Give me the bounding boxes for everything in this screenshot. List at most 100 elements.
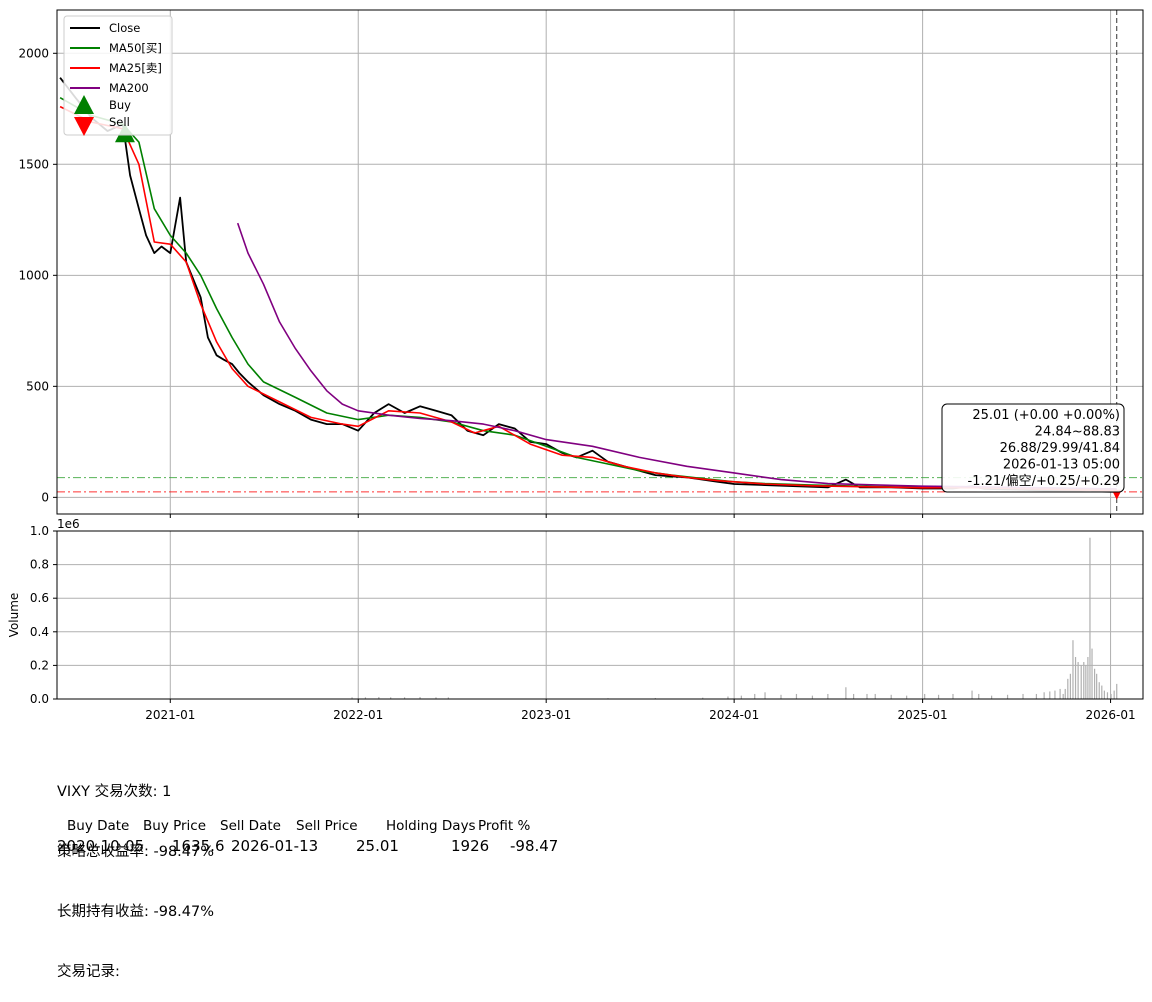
header-profit: Profit % bbox=[478, 818, 531, 834]
volume-bar bbox=[1106, 692, 1109, 699]
volume-axis-label: Volume bbox=[7, 593, 21, 638]
volume-bar bbox=[971, 690, 973, 699]
legend-label: MA50[买] bbox=[109, 41, 162, 55]
price-axes-frame bbox=[56, 9, 1144, 515]
trade-records-title: 交易记录: bbox=[57, 964, 120, 980]
ma200-line bbox=[236, 222, 1117, 490]
annotation-line: 26.88/29.99/41.84 bbox=[1000, 441, 1120, 456]
volume-bar bbox=[754, 693, 756, 699]
volume-bar bbox=[937, 694, 940, 699]
volume-bar bbox=[654, 697, 656, 699]
volume-bar bbox=[1067, 678, 1069, 699]
header-sell-date: Sell Date bbox=[220, 818, 281, 834]
price-annotation-box bbox=[941, 403, 1125, 493]
volume-bar bbox=[827, 693, 829, 699]
volume-bar bbox=[906, 695, 908, 699]
volume-bar bbox=[780, 694, 782, 699]
volume-tick-label: 0.2 bbox=[30, 658, 49, 672]
cell-profit: -98.47 bbox=[510, 837, 559, 855]
volume-bar bbox=[1096, 673, 1098, 699]
chart-figure: 0 500 1000 1500 2000 25.01 (+0.00 +0.00%) 24.8… bbox=[7, 9, 1144, 722]
annotation-line: 2026-01-13 05:00 bbox=[1003, 458, 1120, 473]
volume-bar bbox=[978, 693, 980, 699]
date-tick-label: 2023-01 bbox=[521, 708, 571, 722]
volume-bar bbox=[1064, 688, 1066, 699]
buy-hold-return-text: 长期持有收益: -98.47% bbox=[57, 904, 215, 920]
price-tick-label: 0 bbox=[41, 490, 49, 504]
volume-bar bbox=[447, 697, 449, 699]
volume-panel: 0.0 0.2 0.4 0.6 0.8 1.0 2021-01 2022-01 2023-01 2… bbox=[7, 517, 1144, 722]
volume-tick-label: 0.0 bbox=[30, 692, 49, 706]
volume-bar bbox=[1059, 688, 1061, 699]
volume-bar bbox=[419, 696, 421, 699]
volume-bar bbox=[866, 693, 868, 699]
header-sell-price: Sell Price bbox=[296, 818, 358, 834]
date-tick-label: 2026-01 bbox=[1085, 708, 1135, 722]
annotation-line: 25.01 (+0.00 +0.00%) bbox=[972, 408, 1120, 423]
trade-count-text: VIXY 交易次数: 1 bbox=[57, 784, 172, 800]
volume-bar bbox=[1043, 692, 1045, 699]
volume-bar bbox=[390, 697, 392, 699]
legend-label: Sell bbox=[109, 115, 130, 129]
date-tick-label: 2021-01 bbox=[145, 708, 195, 722]
volume-bar bbox=[874, 693, 876, 699]
volume-bar bbox=[924, 693, 926, 699]
legend-buy-marker bbox=[74, 95, 94, 114]
volume-bar bbox=[1083, 662, 1085, 699]
volume-tick-label: 0.8 bbox=[30, 558, 49, 572]
legend-sell-marker bbox=[74, 117, 94, 136]
volume-bar bbox=[1077, 662, 1079, 699]
cell-holding-days: 1926 bbox=[451, 837, 490, 855]
volume-bar bbox=[890, 694, 892, 699]
volume-bar bbox=[764, 692, 766, 699]
strategy-return-text: 策略总收益率: -98.47% bbox=[57, 844, 215, 860]
annotation-line: 24.84~88.83 bbox=[1035, 425, 1120, 440]
volume-bar bbox=[1091, 648, 1093, 699]
price-tick-label: 500 bbox=[26, 379, 49, 393]
volume-bar bbox=[1069, 673, 1071, 699]
volume-bar bbox=[1062, 693, 1064, 699]
price-tick-label: 2000 bbox=[18, 46, 49, 60]
volume-bar bbox=[1087, 657, 1089, 699]
volume-bar bbox=[1093, 668, 1096, 699]
volume-bar bbox=[991, 695, 993, 699]
volume-tick-label: 0.4 bbox=[30, 625, 49, 639]
legend-label: Buy bbox=[109, 98, 131, 112]
header-holding-days: Holding Days bbox=[386, 818, 476, 834]
legend-label: MA200 bbox=[109, 81, 149, 95]
volume-axes-frame bbox=[56, 530, 1144, 700]
volume-bar bbox=[403, 697, 406, 699]
legend-box bbox=[63, 15, 173, 136]
volume-bar bbox=[1113, 690, 1115, 699]
volume-bar bbox=[1085, 665, 1087, 699]
volume-bar bbox=[1072, 640, 1074, 699]
volume-bar bbox=[811, 695, 814, 699]
volume-bar bbox=[740, 695, 742, 699]
annotation-line: -1.21/偏空/+0.25/+0.29 bbox=[968, 474, 1120, 489]
volume-bar bbox=[1098, 682, 1100, 699]
volume-bar bbox=[1080, 665, 1082, 699]
volume-bar bbox=[1049, 691, 1051, 699]
volume-bar bbox=[1022, 693, 1024, 699]
volume-bar bbox=[1035, 693, 1038, 699]
volume-bar bbox=[845, 687, 847, 699]
volume-bar bbox=[1074, 657, 1077, 699]
volume-bar bbox=[795, 693, 798, 699]
legend-label: Close bbox=[109, 21, 140, 35]
volume-bar bbox=[1103, 690, 1105, 699]
date-tick-label: 2024-01 bbox=[709, 708, 759, 722]
volume-bar bbox=[853, 693, 855, 699]
volume-bar bbox=[702, 697, 704, 699]
volume-bar bbox=[435, 697, 437, 699]
date-tick-label: 2022-01 bbox=[333, 708, 383, 722]
cell-buy-date: 2020-10-05 bbox=[57, 837, 145, 855]
cell-sell-date: 2026-01-13 bbox=[231, 837, 319, 855]
date-tick-label: 2025-01 bbox=[898, 708, 948, 722]
volume-bar bbox=[1054, 690, 1056, 699]
volume-bar bbox=[364, 697, 367, 699]
price-panel: 0 500 1000 1500 2000 25.01 (+0.00 +0.00%) 24.8… bbox=[18, 9, 1144, 518]
volume-bar bbox=[727, 696, 729, 699]
volume-bar bbox=[1006, 694, 1009, 699]
volume-scale-label: 1e6 bbox=[57, 517, 80, 531]
volume-bar bbox=[1089, 537, 1091, 699]
